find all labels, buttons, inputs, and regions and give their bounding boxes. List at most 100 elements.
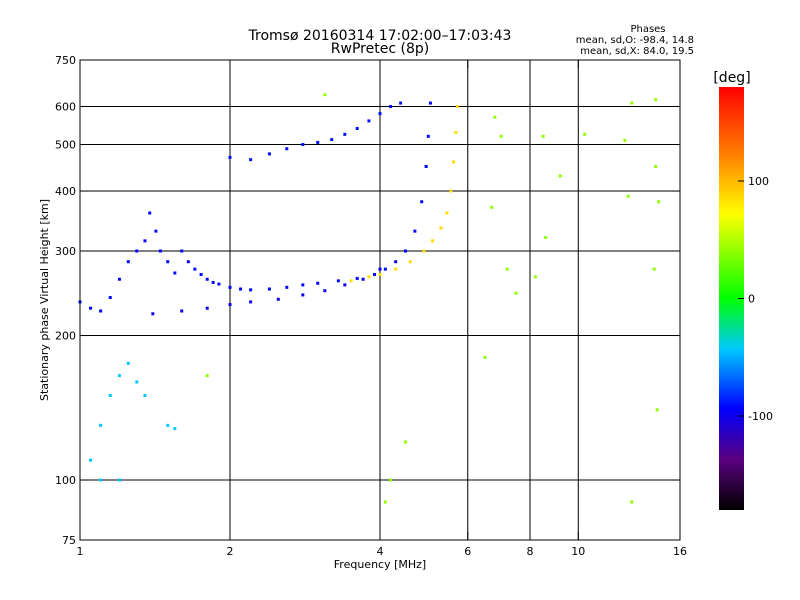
echo-point	[148, 211, 152, 215]
echo-point	[228, 285, 232, 289]
grid-lines	[80, 60, 680, 540]
echo-point	[408, 260, 412, 264]
echo-point	[173, 271, 177, 275]
echo-point	[135, 249, 139, 253]
echo-point	[420, 200, 424, 204]
echo-point	[336, 279, 340, 283]
x-tick-label: 6	[464, 545, 471, 558]
echo-point	[205, 277, 209, 281]
echo-point	[180, 309, 184, 313]
x-tick-label: 10	[571, 545, 585, 558]
echo-point	[89, 458, 93, 462]
y-tick-label: 500	[55, 139, 76, 152]
echo-point	[652, 267, 656, 271]
x-axis-label: Frequency [MHz]	[334, 558, 426, 571]
echo-point	[655, 408, 659, 412]
stats-header: Phases	[630, 24, 665, 35]
stats-o-mode: mean, sd,O: -98.4, 14.8	[576, 35, 694, 46]
colorbar-tick-label: 0	[748, 293, 755, 306]
x-tick-label: 1	[77, 545, 84, 558]
echo-point	[186, 260, 190, 264]
echo-point	[426, 134, 430, 138]
echo-point	[544, 236, 548, 240]
echo-point	[541, 134, 545, 138]
echo-point	[99, 309, 103, 313]
echo-point	[361, 277, 365, 281]
echo-point	[355, 126, 359, 130]
echo-point	[89, 306, 93, 310]
y-axis-label: Stationary phase Virtual Height [km]	[38, 199, 51, 401]
echo-point	[323, 93, 327, 97]
echo-point	[193, 267, 197, 271]
echo-point	[126, 260, 130, 264]
echo-point	[126, 361, 130, 365]
echo-point	[413, 229, 417, 233]
echo-point	[657, 200, 661, 204]
echo-point	[428, 101, 432, 105]
echo-point	[439, 226, 443, 230]
echo-point	[623, 138, 627, 142]
echo-point	[373, 273, 377, 277]
stats-x-mode: mean, sd,X: 84.0, 19.5	[580, 46, 694, 57]
echo-point	[490, 205, 494, 209]
echo-point	[424, 164, 428, 168]
echo-point	[99, 423, 103, 427]
echo-point	[626, 194, 630, 198]
colorbar-label: [deg]	[713, 70, 750, 86]
echo-point	[323, 289, 327, 293]
echo-point	[394, 260, 398, 264]
echo-point	[154, 229, 158, 233]
x-tick-label: 2	[227, 545, 234, 558]
y-tick-label: 75	[62, 534, 76, 547]
echo-point	[117, 478, 121, 482]
echo-point	[654, 98, 658, 102]
echo-point	[422, 249, 426, 253]
echo-point	[403, 440, 407, 444]
echo-point	[499, 134, 503, 138]
x-tick-label: 4	[377, 545, 384, 558]
echo-point	[394, 267, 398, 271]
echo-point	[267, 152, 271, 156]
echo-point	[389, 478, 393, 482]
x-tick-label: 16	[673, 545, 687, 558]
echo-point	[285, 147, 289, 151]
echo-point	[173, 427, 177, 431]
echo-point	[166, 423, 170, 427]
echo-point	[349, 279, 353, 283]
echo-point	[630, 500, 634, 504]
echo-point	[228, 303, 232, 307]
echo-point	[239, 287, 243, 291]
y-tick-label: 100	[55, 474, 76, 487]
echo-point	[378, 112, 382, 116]
echo-point	[143, 239, 147, 243]
echo-point	[249, 300, 253, 304]
echo-point	[285, 285, 289, 289]
echo-point	[483, 355, 487, 359]
echo-point	[267, 287, 271, 291]
echo-point	[301, 283, 305, 287]
echo-point	[505, 267, 509, 271]
echo-point	[301, 293, 305, 297]
echo-point	[180, 249, 184, 253]
chart-subtitle: RwPretec (8p)	[331, 41, 429, 57]
echo-point	[558, 174, 562, 178]
echo-point	[166, 260, 170, 264]
echo-point	[276, 297, 280, 301]
y-tick-label: 600	[55, 101, 76, 114]
y-tick-label: 400	[55, 185, 76, 198]
echo-point	[533, 275, 537, 279]
echo-point	[445, 211, 449, 215]
echo-point	[654, 164, 658, 168]
echo-point	[205, 306, 209, 310]
echo-point	[249, 158, 253, 162]
echo-point	[367, 275, 371, 279]
echo-point	[389, 105, 393, 109]
echo-point	[383, 267, 387, 271]
echo-point	[449, 189, 453, 193]
echo-point	[117, 277, 121, 281]
echo-point	[514, 291, 518, 295]
echo-point	[330, 138, 334, 142]
echo-point	[454, 130, 458, 134]
echo-point	[431, 239, 435, 243]
